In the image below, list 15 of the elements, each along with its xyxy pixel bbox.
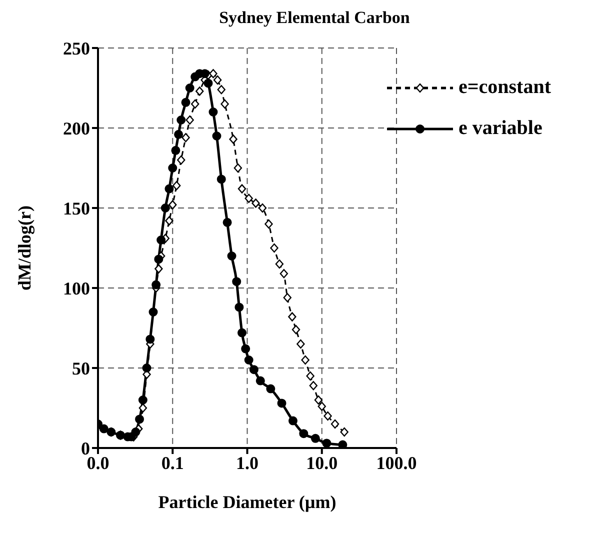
chart-title: Sydney Elemental Carbon bbox=[218, 8, 411, 28]
x-tick-label: 100.0 bbox=[376, 452, 417, 473]
y-tick-label: 100 bbox=[63, 278, 90, 298]
y-axis-title: dM/dlog(r) bbox=[14, 206, 34, 290]
y-tick-label: 50 bbox=[72, 358, 90, 378]
legend-label: e variable bbox=[458, 117, 542, 140]
legend-label: e=constant bbox=[458, 76, 551, 99]
y-tick-label: 150 bbox=[63, 198, 90, 218]
y-tick-label: 200 bbox=[63, 118, 90, 138]
y-tick-label: 250 bbox=[63, 38, 90, 58]
x-tick-label: 10.0 bbox=[306, 452, 338, 473]
y-tick-label: 0 bbox=[81, 438, 90, 458]
x-axis-title: Particle Diameter (µm) bbox=[158, 492, 336, 512]
x-tick-label: 0.1 bbox=[161, 452, 184, 473]
x-tick-label: 1.0 bbox=[236, 452, 258, 473]
